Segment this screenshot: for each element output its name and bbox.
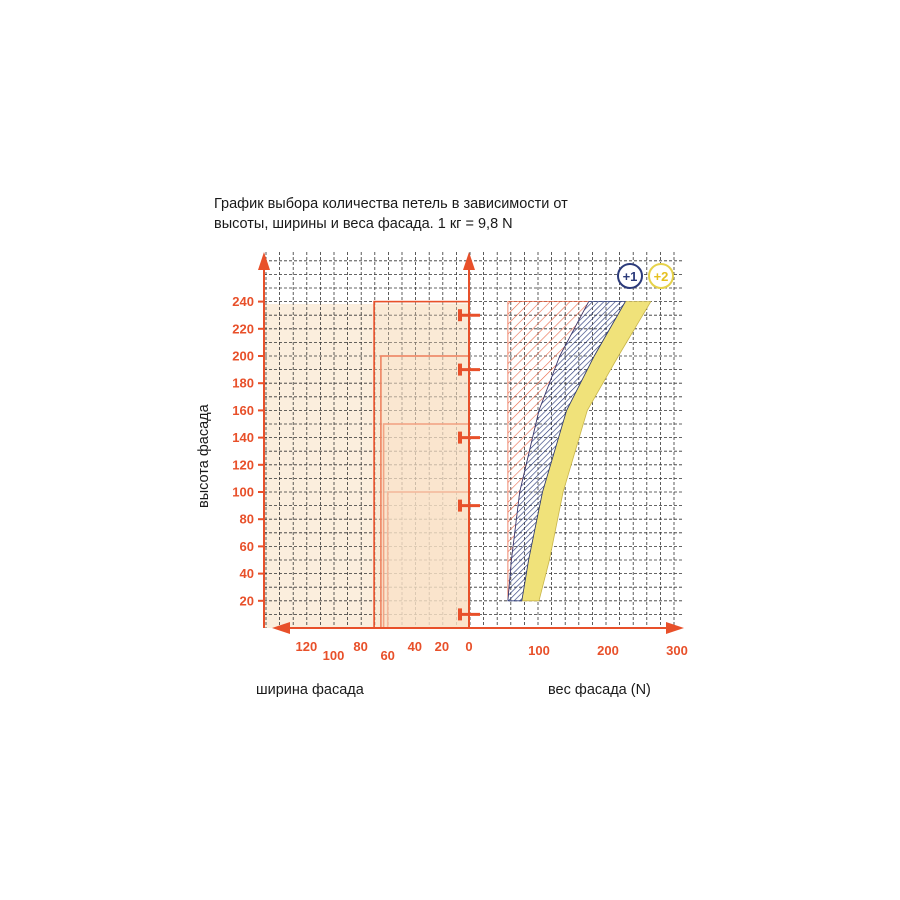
series-badge — [648, 263, 674, 289]
y-axis-arrow — [258, 252, 270, 270]
series-badge — [617, 263, 643, 289]
y-tick-label: 240 — [232, 294, 254, 309]
hinge-marker-plate — [458, 608, 462, 621]
width-axis-arrow — [272, 622, 290, 634]
width-tick-label: 80 — [353, 639, 367, 654]
hinge-marker-plate — [458, 499, 462, 512]
width-tick-label: 100 — [323, 648, 345, 663]
y-tick-label: 180 — [232, 376, 254, 391]
y-tick-label: 40 — [240, 566, 254, 581]
y-tick-label: 200 — [232, 349, 254, 364]
y-tick-label: 60 — [240, 539, 254, 554]
y-tick-label: 100 — [232, 485, 254, 500]
hinge-zone-4 — [380, 355, 470, 629]
width-tick-label: 60 — [380, 648, 394, 663]
hinge-zone-3 — [382, 423, 470, 629]
width-tick-label: 0 — [465, 639, 472, 654]
y-tick-label: 80 — [240, 512, 254, 527]
width-panel-background — [264, 304, 470, 628]
hinge-marker-plate — [458, 431, 462, 444]
width-tick-label: 20 — [435, 639, 449, 654]
hinge-zone-5 — [373, 300, 470, 629]
height-axis-label: высота фасада — [196, 404, 212, 508]
hinge-zone-2 — [386, 491, 470, 629]
hinge-marker-plate — [458, 363, 462, 376]
weight-tick-label: 300 — [666, 643, 688, 658]
y-tick-label: 220 — [232, 321, 254, 336]
y-tick-label: 160 — [232, 403, 254, 418]
y-tick-label: 120 — [232, 457, 254, 472]
weight-tick-label: 100 — [528, 643, 550, 658]
center-axis-arrow — [463, 252, 475, 270]
band-plus-1 — [507, 301, 626, 602]
y-tick-label: 140 — [232, 430, 254, 445]
width-axis-label: ширина фасада — [256, 682, 364, 698]
chart-title-line: высоты, ширины и веса фасада. 1 кг = 9,8… — [214, 216, 513, 232]
weight-axis-arrow — [666, 622, 684, 634]
series-label: +1 — [623, 269, 638, 284]
width-tick-label: 40 — [408, 639, 422, 654]
width-tick-label: 120 — [296, 639, 318, 654]
series-label: +2 — [654, 269, 669, 284]
chart-title-line: График выбора количества петель в зависи… — [214, 196, 568, 212]
y-tick-label: 20 — [240, 593, 254, 608]
chart-title: График выбора количества петель в зависи… — [214, 194, 634, 234]
hinge-marker-plate — [458, 309, 462, 322]
weight-axis-label: вес фасада (N) — [548, 682, 651, 698]
weight-tick-label: 200 — [597, 643, 619, 658]
